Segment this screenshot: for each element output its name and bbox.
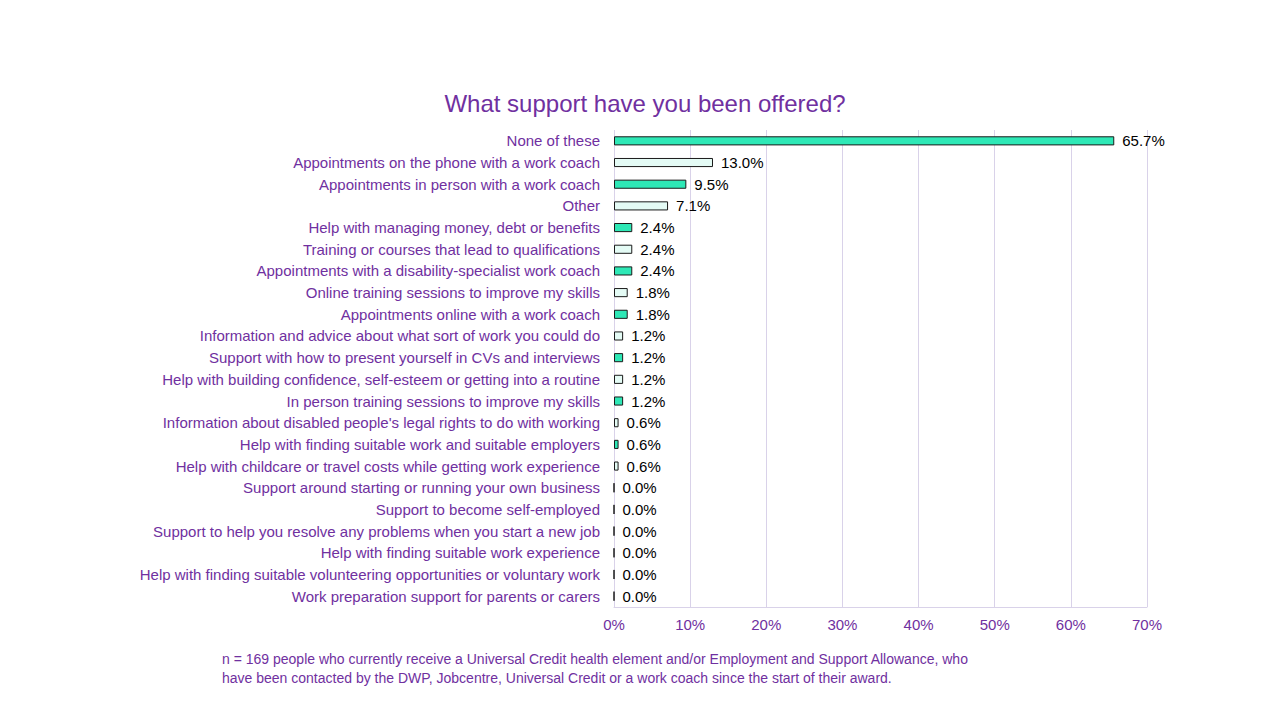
svg-text:Online training sessions to im: Online training sessions to improve my s… <box>306 284 600 301</box>
svg-text:have been contacted by the DWP: have been contacted by the DWP, Jobcentr… <box>222 670 892 686</box>
svg-text:2.4%: 2.4% <box>640 219 674 236</box>
svg-text:13.0%: 13.0% <box>721 154 764 171</box>
svg-text:20%: 20% <box>751 616 781 633</box>
svg-text:Appointments in person with a: Appointments in person with a work coach <box>319 176 600 193</box>
svg-text:30%: 30% <box>827 616 857 633</box>
svg-text:40%: 40% <box>904 616 934 633</box>
svg-text:2.4%: 2.4% <box>640 262 674 279</box>
svg-text:What support have you been off: What support have you been offered? <box>444 90 845 117</box>
svg-text:0.0%: 0.0% <box>623 479 657 496</box>
svg-text:Support with how to present yo: Support with how to present yourself in … <box>209 349 600 366</box>
svg-text:Help with managing money, debt: Help with managing money, debt or benefi… <box>308 219 600 236</box>
svg-text:0.0%: 0.0% <box>623 588 657 605</box>
svg-text:0.6%: 0.6% <box>627 458 661 475</box>
svg-text:Appointments online with a wor: Appointments online with a work coach <box>341 306 600 323</box>
svg-text:Help with childcare or travel: Help with childcare or travel costs whil… <box>176 458 600 475</box>
svg-text:50%: 50% <box>980 616 1010 633</box>
svg-text:Training or courses that lead: Training or courses that lead to qualifi… <box>303 241 600 258</box>
svg-text:0.0%: 0.0% <box>623 523 657 540</box>
svg-text:In person training sessions to: In person training sessions to improve m… <box>287 393 600 410</box>
svg-text:0.0%: 0.0% <box>623 566 657 583</box>
svg-text:1.2%: 1.2% <box>631 393 665 410</box>
svg-text:60%: 60% <box>1056 616 1086 633</box>
svg-text:Information and advice about w: Information and advice about what sort o… <box>200 327 600 344</box>
svg-text:Support to help you resolve an: Support to help you resolve any problems… <box>153 523 600 540</box>
svg-text:n = 169 people who currently r: n = 169 people who currently receive a U… <box>222 651 968 667</box>
svg-text:70%: 70% <box>1132 616 1162 633</box>
svg-text:2.4%: 2.4% <box>640 241 674 258</box>
svg-text:Work preparation support for p: Work preparation support for parents or … <box>292 588 600 605</box>
svg-text:1.2%: 1.2% <box>631 349 665 366</box>
svg-text:0.6%: 0.6% <box>627 414 661 431</box>
svg-text:Other: Other <box>562 197 600 214</box>
svg-text:Information about disabled peo: Information about disabled people's lega… <box>163 414 600 431</box>
svg-text:Support to become self-employe: Support to become self-employed <box>376 501 600 518</box>
svg-text:1.8%: 1.8% <box>636 284 670 301</box>
svg-text:0%: 0% <box>603 616 625 633</box>
svg-text:7.1%: 7.1% <box>676 197 710 214</box>
svg-text:Appointments with a disability: Appointments with a disability-specialis… <box>257 262 600 279</box>
svg-text:9.5%: 9.5% <box>694 176 728 193</box>
svg-text:10%: 10% <box>675 616 705 633</box>
svg-text:Help with finding suitable wor: Help with finding suitable work experien… <box>321 544 600 561</box>
svg-text:0.0%: 0.0% <box>623 501 657 518</box>
svg-text:Help with finding suitable vol: Help with finding suitable volunteering … <box>140 566 601 583</box>
svg-text:Help with building confidence,: Help with building confidence, self-este… <box>162 371 600 388</box>
svg-text:65.7%: 65.7% <box>1122 132 1165 149</box>
svg-text:Support around starting or run: Support around starting or running your … <box>243 479 600 496</box>
svg-text:0.6%: 0.6% <box>627 436 661 453</box>
svg-text:Help with finding suitable wor: Help with finding suitable work and suit… <box>240 436 600 453</box>
svg-text:None of these: None of these <box>507 132 600 149</box>
svg-text:0.0%: 0.0% <box>623 544 657 561</box>
svg-text:1.2%: 1.2% <box>631 327 665 344</box>
svg-text:1.8%: 1.8% <box>636 306 670 323</box>
svg-text:Appointments on the phone with: Appointments on the phone with a work co… <box>293 154 600 171</box>
svg-text:1.2%: 1.2% <box>631 371 665 388</box>
